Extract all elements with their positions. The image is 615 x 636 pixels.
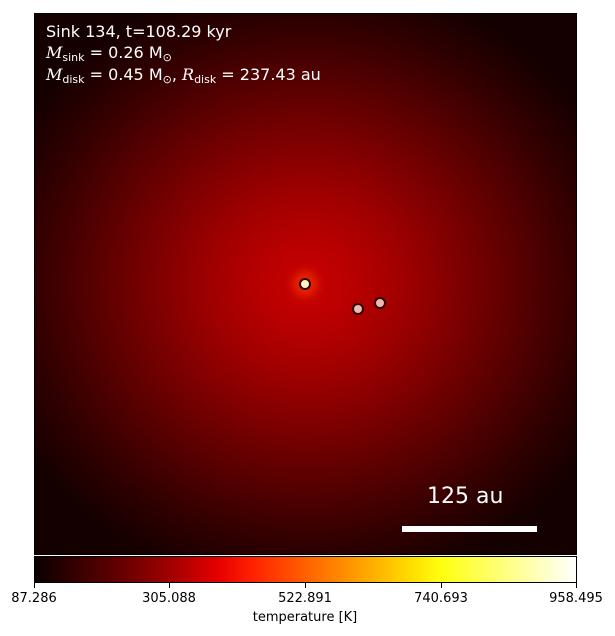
scalebar-line <box>402 526 537 532</box>
colorbar-tick-label: 87.286 <box>11 591 57 606</box>
colorbar-tick <box>34 583 35 588</box>
sink-mass: Msink = 0.26 M⊙ <box>46 43 172 64</box>
colorbar-tick <box>576 583 577 588</box>
colorbar <box>34 556 577 583</box>
scalebar-label: 125 au <box>427 484 504 509</box>
colorbar-tick <box>169 583 170 588</box>
colorbar-tick-label: 958.495 <box>549 591 603 606</box>
colorbar-tick <box>441 583 442 588</box>
colorbar-tick-label: 305.088 <box>142 591 196 606</box>
colorbar-label: temperature [K] <box>252 610 358 625</box>
sink-primary <box>299 278 311 290</box>
colorbar-tick <box>305 583 306 588</box>
temperature-map: Sink 134, t=108.29 kyr Msink = 0.26 M⊙ M… <box>34 13 577 555</box>
sink-companion-2 <box>374 297 386 309</box>
sink-companion-1 <box>352 303 364 315</box>
colorbar-tick-label: 740.693 <box>414 591 468 606</box>
disk-properties: Mdisk = 0.45 M⊙, Rdisk = 237.43 au <box>46 65 321 86</box>
sink-title: Sink 134, t=108.29 kyr <box>46 22 232 41</box>
colorbar-tick-label: 522.891 <box>278 591 332 606</box>
